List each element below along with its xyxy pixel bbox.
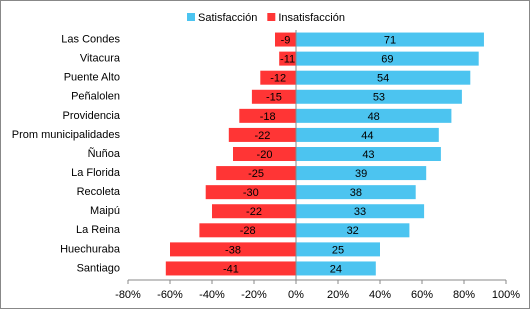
bar — [296, 32, 484, 47]
data-label: -18 — [260, 111, 276, 123]
x-tick-label: 80% — [453, 289, 475, 301]
bar — [233, 147, 296, 161]
bar — [296, 204, 425, 219]
legend-label: Insatisfacción — [278, 12, 345, 24]
x-tick-label: -20% — [241, 289, 267, 301]
category-label: Santiago — [77, 262, 120, 274]
data-label: 38 — [350, 187, 362, 199]
legend-label: Satisfacción — [198, 12, 257, 24]
bar — [296, 70, 471, 85]
data-label: 71 — [384, 34, 396, 46]
category-label: Maipú — [90, 205, 120, 217]
bar — [296, 166, 427, 181]
legend-swatch — [187, 13, 195, 21]
category-label: Providencia — [63, 110, 121, 122]
data-label: -28 — [240, 225, 256, 237]
data-label: 53 — [373, 92, 385, 104]
data-label: 44 — [361, 130, 373, 142]
bar — [296, 108, 452, 123]
data-label: 48 — [368, 111, 380, 123]
category-label: Vitacura — [80, 53, 121, 65]
bar — [296, 147, 441, 161]
category-label: La Reina — [76, 224, 121, 236]
bar — [296, 261, 376, 276]
bar — [251, 89, 296, 104]
category-label: Ñuñoa — [88, 147, 121, 160]
category-label: La Florida — [71, 167, 121, 179]
data-label: -12 — [270, 73, 286, 85]
data-label: 39 — [355, 168, 367, 180]
data-label: -25 — [248, 168, 264, 180]
bar — [296, 51, 479, 66]
data-label: 25 — [332, 244, 344, 256]
x-tick-label: 0% — [288, 289, 304, 301]
data-label: 69 — [381, 54, 393, 66]
bar — [212, 204, 296, 219]
data-label: -38 — [225, 244, 241, 256]
data-label: 43 — [362, 149, 374, 161]
x-tick-label: 100% — [492, 289, 520, 301]
category-label: Peñalolen — [71, 91, 120, 103]
bar — [275, 32, 296, 47]
data-label: -9 — [281, 34, 291, 46]
x-tick-label: -60% — [157, 289, 183, 301]
x-tick-label: -80% — [115, 289, 141, 301]
data-label: -11 — [280, 54, 295, 66]
bar — [170, 242, 296, 257]
category-label: Huechuraba — [60, 243, 121, 255]
data-label: -22 — [254, 130, 270, 142]
category-label: Prom municipalidades — [12, 129, 121, 141]
bar — [279, 51, 296, 66]
bar — [165, 261, 296, 276]
x-tick-label: 40% — [369, 289, 391, 301]
bar — [205, 185, 296, 200]
bar — [296, 89, 462, 104]
bar — [260, 70, 296, 85]
category-label: Las Condes — [61, 33, 120, 45]
bar — [239, 108, 296, 123]
data-label: 54 — [377, 73, 389, 85]
x-tick-label: 20% — [327, 289, 349, 301]
x-tick-label: 60% — [411, 289, 433, 301]
data-label: -20 — [257, 149, 273, 161]
data-label: -15 — [266, 92, 282, 104]
category-label: Puente Alto — [64, 72, 120, 84]
data-label: -41 — [223, 263, 239, 275]
bar — [296, 127, 439, 142]
legend-swatch — [267, 13, 276, 21]
x-tick-label: -40% — [199, 289, 225, 301]
data-label: -22 — [246, 206, 262, 218]
data-label: -30 — [243, 187, 259, 199]
bar — [199, 223, 296, 238]
category-label: Recoleta — [77, 186, 121, 198]
bar — [216, 166, 296, 181]
data-label: 24 — [330, 263, 342, 275]
bar — [296, 242, 380, 257]
data-label: 33 — [354, 206, 366, 218]
bar — [296, 185, 416, 200]
bar — [228, 127, 296, 142]
bar — [296, 223, 410, 238]
data-label: 32 — [347, 225, 359, 237]
